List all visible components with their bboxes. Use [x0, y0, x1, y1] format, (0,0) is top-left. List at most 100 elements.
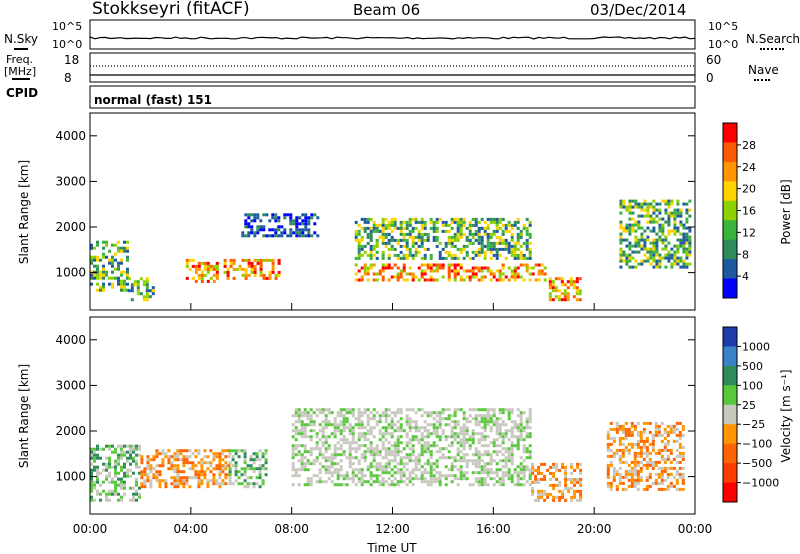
power-cell-region-8: [655, 247, 659, 251]
nsky-trace: [89, 36, 696, 40]
power-cell-region-8: [664, 238, 668, 242]
power-cell-region-5: [375, 272, 379, 276]
velocity-cell-region-3: [300, 435, 304, 439]
velocity-cell-region-5: [669, 472, 673, 476]
nave-tick-top: 60: [706, 53, 722, 67]
velocity-cell-region-1: [203, 461, 207, 465]
velocity-cell-region-1: [140, 485, 144, 489]
velocity-cell-region-3: [321, 420, 325, 424]
velocity-cell-region-3: [333, 444, 337, 448]
nsky-tick-bottom: 10^0: [52, 38, 83, 51]
power-cell-region-5: [468, 275, 472, 279]
power-cell-region-8: [679, 244, 683, 248]
velocity-cell-region-5: [615, 487, 619, 491]
velocity-cell-region-3: [294, 471, 298, 475]
power-cell-region-6: [507, 223, 511, 227]
velocity-cell-region-1: [218, 470, 222, 474]
velocity-cell-region-3: [330, 456, 334, 460]
velocity-cell-region-5: [645, 445, 649, 449]
power-cell-region-0: [105, 270, 108, 274]
velocity-cell-region-3: [339, 423, 343, 427]
velocity-cell-region-3: [429, 468, 433, 472]
velocity-cell-region-5: [672, 427, 676, 431]
velocity-cell-region-3: [432, 432, 436, 436]
velocity-cell-region-4: [534, 480, 538, 484]
velocity-cell-region-5: [657, 475, 661, 479]
velocity-cell-region-3: [438, 477, 442, 481]
velocity-cell-region-5: [609, 454, 613, 458]
velocity-cell-region-5: [651, 433, 655, 437]
velocity-cell-region-3: [486, 453, 490, 457]
velocity-cell-region-3: [438, 423, 442, 427]
velocity-cell-region-4: [573, 483, 577, 487]
velocity-cell-region-0: [90, 462, 93, 466]
velocity-cell-region-2: [240, 467, 244, 471]
power-cell-region-8: [646, 202, 650, 206]
velocity-cell-region-3: [522, 459, 526, 463]
power-cell-region-6: [393, 226, 397, 230]
power-cell-region-8: [676, 199, 680, 203]
power-cell-region-8: [625, 229, 629, 233]
power-cell-region-2: [194, 267, 198, 271]
power-cell-region-6: [357, 229, 361, 233]
velocity-cell-region-3: [504, 450, 508, 454]
power-cell-region-5: [435, 263, 439, 267]
velocity-cell-region-3: [504, 459, 508, 463]
velocity-cell-region-5: [639, 475, 643, 479]
velocity-cell-region-3: [435, 429, 439, 433]
velocity-cell-region-5: [675, 472, 679, 476]
velocity-cell-region-1: [191, 476, 195, 480]
velocity-cell-region-3: [324, 471, 328, 475]
power-cell-region-7: [560, 292, 564, 296]
velocity-cell-region-3: [516, 423, 520, 427]
velocity-cell-region-3: [513, 471, 517, 475]
power-cell-region-1: [127, 277, 131, 281]
power-cell-region-7: [560, 277, 564, 281]
power-cell-region-5: [402, 263, 406, 267]
power-cell-region-8: [670, 262, 674, 266]
velocity-cell-region-1: [212, 482, 216, 486]
velocity-cell-region-3: [459, 456, 463, 460]
velocity-cell-region-2: [228, 482, 232, 486]
velocity-cell-region-3: [294, 408, 298, 412]
power-cell-region-2: [197, 273, 201, 277]
power-cell-region-5: [540, 263, 544, 267]
velocity-cell-region-5: [636, 487, 640, 491]
velocity-cell-region-3: [465, 465, 469, 469]
velocity-cell-region-3: [432, 474, 436, 478]
power-cell-region-4: [313, 222, 317, 226]
power-cell-region-7: [548, 286, 552, 290]
velocity-cell-region-3: [348, 441, 352, 445]
power-cell-region-7: [557, 295, 561, 299]
power-cell-region-6: [390, 247, 394, 251]
power-cell-region-8: [682, 247, 686, 251]
power-cell-region-8: [652, 211, 656, 215]
velocity-cell-region-1: [173, 458, 177, 462]
velocity-cell-region-3: [360, 483, 364, 487]
power-cell-region-6: [495, 256, 499, 260]
power-cell-region-2: [197, 267, 201, 271]
velocity-cell-region-3: [375, 447, 379, 451]
power-cell-region-0: [120, 279, 123, 283]
power-cell-region-6: [528, 241, 532, 245]
power-cell-region-6: [495, 229, 499, 233]
power-cell-region-4: [307, 228, 311, 232]
velocity-cell-region-5: [624, 427, 628, 431]
velocity-cell-region-3: [477, 438, 481, 442]
power-cell-region-5: [447, 272, 451, 276]
velocity-cell-region-3: [465, 453, 469, 457]
velocity-cell-region-5: [678, 451, 682, 455]
power-cell-region-8: [673, 211, 677, 215]
colorbar-tick-label: 24: [742, 161, 756, 174]
power-cell-region-6: [423, 226, 427, 230]
power-cell-region-7: [551, 298, 555, 302]
power-cell-region-5: [453, 263, 457, 267]
velocity-cell-region-3: [429, 456, 433, 460]
velocity-cell-region-3: [501, 408, 505, 412]
power-cell-region-6: [453, 217, 457, 221]
power-cell-region-5: [381, 263, 385, 267]
power-cell-region-6: [396, 253, 400, 257]
power-cell-region-5: [513, 269, 517, 273]
power-cell-region-2: [206, 261, 210, 265]
velocity-cell-region-3: [525, 423, 529, 427]
